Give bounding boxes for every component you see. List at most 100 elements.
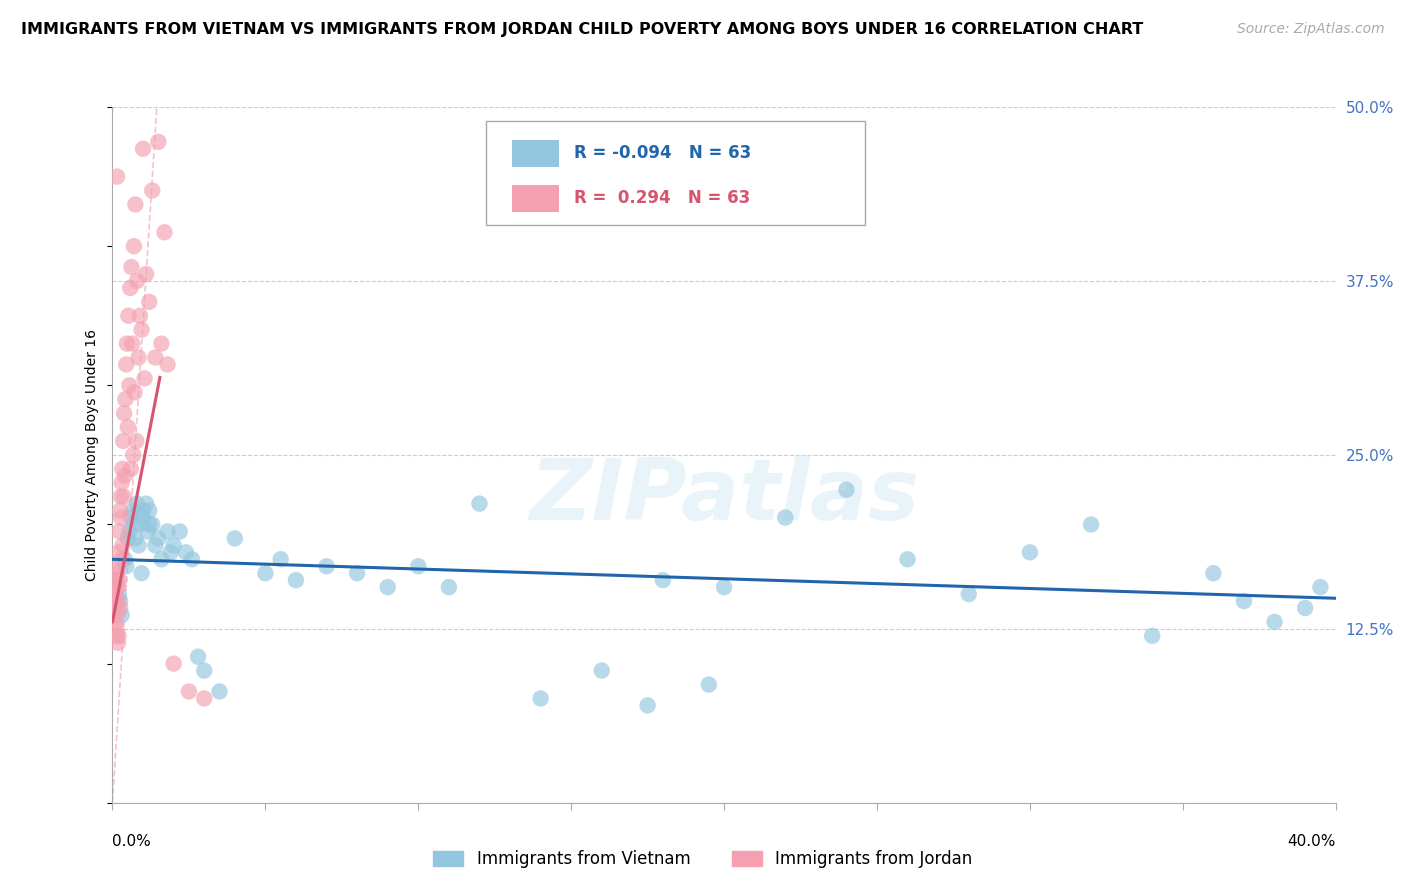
Point	[122, 517, 145, 532]
Bar	[512, 185, 560, 212]
Point	[148, 135, 170, 149]
Point	[124, 197, 146, 211]
Text: R =  0.294   N = 63: R = 0.294 N = 63	[574, 189, 749, 208]
Point	[108, 503, 131, 517]
Point	[105, 573, 128, 587]
Point	[193, 664, 215, 678]
Point	[104, 580, 127, 594]
Point	[437, 580, 460, 594]
Point	[104, 587, 127, 601]
FancyBboxPatch shape	[485, 121, 865, 226]
Point	[108, 573, 131, 587]
Point	[110, 490, 132, 504]
Point	[468, 497, 491, 511]
Point	[957, 587, 980, 601]
Point	[1018, 545, 1040, 559]
Point	[124, 532, 146, 546]
Point	[107, 636, 129, 650]
Point	[181, 552, 204, 566]
Point	[117, 309, 139, 323]
Point	[224, 532, 246, 546]
Y-axis label: Child Poverty Among Boys Under 16: Child Poverty Among Boys Under 16	[86, 329, 100, 581]
Point	[135, 267, 157, 281]
Point	[163, 657, 186, 671]
Point	[169, 524, 191, 539]
Point	[150, 552, 173, 566]
Point	[637, 698, 659, 713]
Point	[124, 385, 146, 400]
Legend: Immigrants from Vietnam, Immigrants from Jordan: Immigrants from Vietnam, Immigrants from…	[426, 844, 980, 875]
Point	[118, 378, 141, 392]
Point	[105, 594, 128, 608]
Text: 0.0%: 0.0%	[112, 834, 152, 849]
Point	[138, 294, 160, 309]
Point	[107, 580, 129, 594]
Point	[1294, 601, 1316, 615]
Point	[108, 524, 131, 539]
Point	[284, 573, 308, 587]
Point	[408, 559, 430, 574]
Point	[143, 538, 166, 552]
Point	[117, 420, 139, 434]
Point	[120, 510, 142, 524]
Point	[156, 358, 179, 372]
Point	[127, 538, 149, 552]
Point	[105, 622, 128, 636]
Point	[132, 510, 155, 524]
Point	[138, 503, 160, 517]
Point	[115, 336, 138, 351]
Point	[713, 580, 735, 594]
Point	[127, 351, 149, 365]
Point	[122, 239, 145, 253]
Point	[254, 566, 277, 581]
Point	[118, 524, 141, 539]
Point	[1233, 594, 1256, 608]
Point	[111, 462, 134, 476]
Point	[897, 552, 920, 566]
Text: IMMIGRANTS FROM VIETNAM VS IMMIGRANTS FROM JORDAN CHILD POVERTY AMONG BOYS UNDER: IMMIGRANTS FROM VIETNAM VS IMMIGRANTS FR…	[21, 22, 1143, 37]
Point	[125, 434, 148, 448]
Point	[104, 601, 127, 615]
Point	[122, 448, 145, 462]
Point	[107, 545, 129, 559]
Point	[177, 684, 200, 698]
Point	[1142, 629, 1164, 643]
Point	[129, 517, 152, 532]
Point	[377, 580, 399, 594]
Text: R = -0.094   N = 63: R = -0.094 N = 63	[574, 145, 751, 162]
Point	[103, 573, 125, 587]
Point	[114, 552, 136, 566]
Point	[112, 490, 135, 504]
Point	[1264, 615, 1286, 629]
Point	[835, 483, 858, 497]
Point	[121, 336, 143, 351]
Point	[107, 559, 129, 574]
Point	[125, 274, 148, 288]
Point	[121, 503, 143, 517]
Point	[105, 566, 128, 581]
Point	[132, 142, 155, 156]
Point	[153, 225, 176, 239]
Point	[315, 559, 337, 574]
Point	[773, 510, 796, 524]
Point	[104, 615, 127, 629]
Point	[1309, 580, 1331, 594]
Point	[114, 392, 136, 407]
Point	[148, 532, 170, 546]
Point	[112, 434, 135, 448]
Point	[138, 517, 160, 532]
Point	[108, 594, 131, 608]
Point	[1080, 517, 1102, 532]
Point	[150, 336, 173, 351]
Point	[120, 462, 142, 476]
Point	[111, 607, 134, 622]
Point	[134, 371, 156, 385]
Point	[111, 475, 134, 490]
Point	[129, 309, 152, 323]
Point	[125, 497, 148, 511]
Point	[120, 260, 142, 274]
Point	[141, 517, 163, 532]
Point	[132, 503, 155, 517]
Point	[1202, 566, 1225, 581]
Point	[114, 468, 136, 483]
